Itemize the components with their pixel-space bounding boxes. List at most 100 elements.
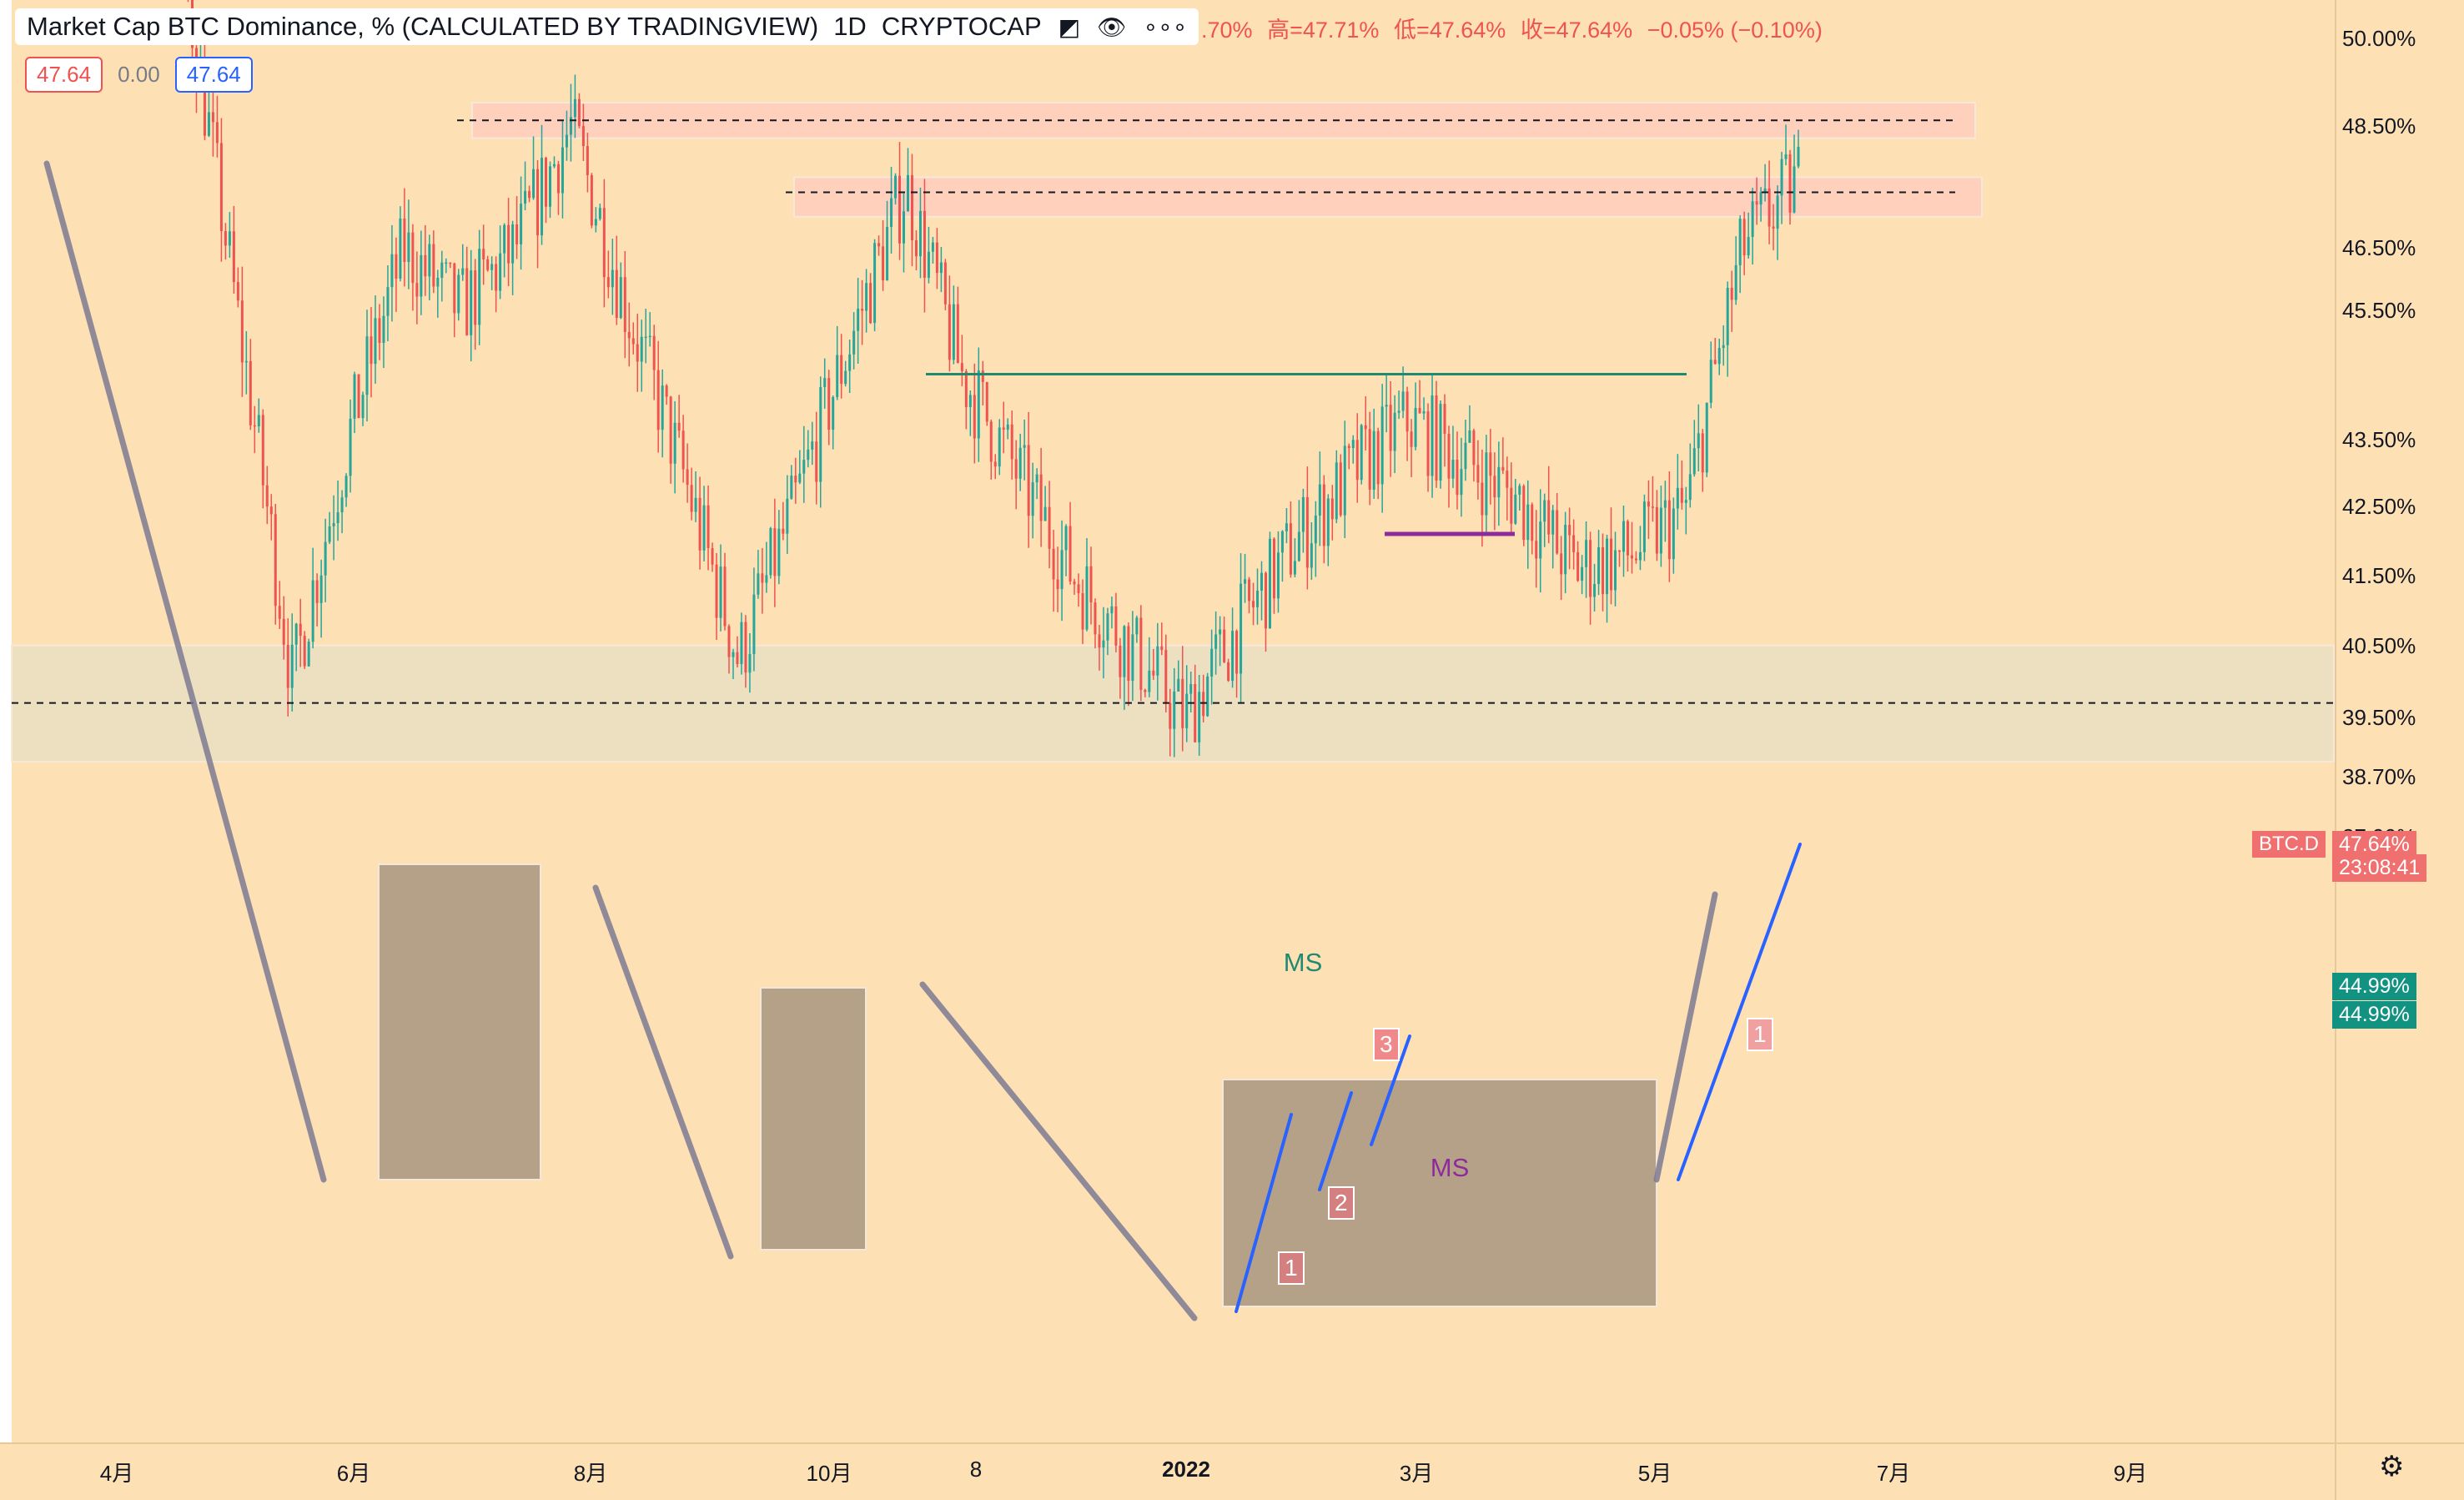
candle-body bbox=[1405, 391, 1409, 432]
candle-body bbox=[1039, 474, 1043, 521]
candle-body bbox=[577, 98, 581, 127]
candle-body bbox=[1164, 650, 1168, 703]
wave-marker-4[interactable]: 1 bbox=[1747, 1018, 1773, 1051]
candle-body bbox=[677, 422, 681, 431]
flag-icon[interactable]: ◩ bbox=[1058, 13, 1081, 40]
candle-body bbox=[1177, 678, 1180, 692]
candle-body bbox=[1114, 606, 1118, 646]
candle-body bbox=[1460, 469, 1463, 496]
candle-body bbox=[914, 239, 918, 257]
candle-body bbox=[1102, 640, 1105, 648]
candle-body bbox=[1006, 424, 1009, 430]
candle-body bbox=[465, 268, 469, 335]
candle-body bbox=[1751, 201, 1754, 237]
candle-body bbox=[1131, 634, 1134, 682]
candle-body bbox=[1784, 154, 1788, 159]
candle-body bbox=[407, 232, 410, 262]
candle-body bbox=[548, 166, 551, 207]
indicator-values[interactable]: 47.64 0.00 47.64 bbox=[25, 57, 253, 93]
candle-body bbox=[1547, 500, 1551, 535]
candle-body bbox=[403, 218, 406, 262]
countdown-tag: 23:08:41 bbox=[2332, 854, 2427, 882]
gear-icon[interactable]: ⚙ bbox=[2379, 1451, 2405, 1482]
candle-body bbox=[1589, 540, 1592, 597]
candle-body bbox=[490, 264, 494, 270]
candle-body bbox=[561, 147, 564, 194]
candle-body bbox=[1651, 506, 1654, 508]
open-value: .70% bbox=[1201, 18, 1253, 43]
candle-body bbox=[1335, 462, 1338, 520]
candle-body bbox=[1385, 405, 1388, 407]
candle-body bbox=[232, 231, 235, 283]
candle-body bbox=[1360, 425, 1363, 481]
candle-body bbox=[968, 395, 972, 408]
candle-body bbox=[594, 219, 597, 226]
candle-body bbox=[1422, 410, 1426, 414]
candle-body bbox=[319, 575, 323, 603]
candle-body bbox=[1622, 521, 1625, 552]
candle-body bbox=[445, 262, 448, 264]
candle-body bbox=[811, 441, 814, 450]
candle-body bbox=[478, 249, 481, 325]
candle-body bbox=[761, 573, 764, 583]
candle-body bbox=[1667, 500, 1671, 560]
candle-body bbox=[1742, 219, 1746, 256]
wave-marker-3[interactable]: 3 bbox=[1373, 1028, 1400, 1061]
candle-body bbox=[1181, 678, 1184, 728]
candle-body bbox=[590, 175, 593, 226]
wave-marker-1[interactable]: 1 bbox=[1278, 1251, 1305, 1285]
ms-label-top[interactable]: MS bbox=[1283, 948, 1323, 977]
eye-icon[interactable]: 👁 bbox=[1097, 13, 1127, 40]
candle-body bbox=[581, 126, 585, 147]
candle-body bbox=[1684, 500, 1687, 503]
chart-legend[interactable]: Market Cap BTC Dominance, % (CALCULATED … bbox=[15, 8, 1199, 45]
trend-line-down-2 bbox=[592, 884, 734, 1260]
candle-body bbox=[1351, 440, 1355, 449]
candle-body bbox=[528, 190, 531, 199]
candle-body bbox=[1077, 584, 1080, 594]
candle-body bbox=[732, 652, 735, 657]
candle-body bbox=[1322, 484, 1325, 546]
wave-marker-2[interactable]: 2 bbox=[1328, 1186, 1355, 1220]
candle-body bbox=[1119, 645, 1122, 677]
candle-body bbox=[1709, 360, 1712, 403]
price-tick-label: 41.50% bbox=[2342, 562, 2416, 588]
candle-body bbox=[906, 174, 909, 212]
candle-body bbox=[1231, 631, 1235, 682]
candle-body bbox=[390, 254, 394, 288]
candle-body bbox=[1318, 484, 1321, 516]
candle-body bbox=[1560, 553, 1563, 575]
candle-body bbox=[711, 548, 714, 565]
candle-body bbox=[378, 318, 381, 344]
price-tick-label: 40.50% bbox=[2342, 632, 2416, 658]
candle-body bbox=[1035, 474, 1038, 483]
candle-body bbox=[744, 622, 747, 673]
last-price-tag: 47.64% bbox=[2332, 831, 2416, 858]
candle-body bbox=[1073, 581, 1076, 585]
candle-body bbox=[1717, 348, 1721, 365]
more-dots-icon[interactable]: ∘∘∘ bbox=[1143, 13, 1188, 40]
candle-body bbox=[253, 425, 256, 427]
candle-body bbox=[470, 270, 473, 335]
candle-body bbox=[457, 274, 460, 314]
candle-body bbox=[1581, 566, 1584, 581]
candle-body bbox=[1456, 460, 1459, 496]
candle-body bbox=[1023, 445, 1026, 448]
candle-body bbox=[1722, 345, 1725, 349]
candle-body bbox=[432, 244, 435, 287]
ms-label-mid[interactable]: MS bbox=[1430, 1153, 1470, 1182]
candle-body bbox=[1701, 433, 1704, 473]
candle-body bbox=[798, 473, 802, 483]
candle-body bbox=[752, 594, 756, 655]
candle-body bbox=[482, 249, 485, 259]
candle-body bbox=[1135, 617, 1139, 635]
candle-body bbox=[573, 98, 576, 118]
blue-line-wave-3 bbox=[1370, 1034, 1411, 1146]
candle-body bbox=[1606, 538, 1609, 595]
candle-body bbox=[1788, 154, 1792, 213]
candle-body bbox=[1663, 500, 1667, 508]
interval-label[interactable]: 1D bbox=[833, 12, 867, 41]
candle-body bbox=[286, 644, 289, 688]
